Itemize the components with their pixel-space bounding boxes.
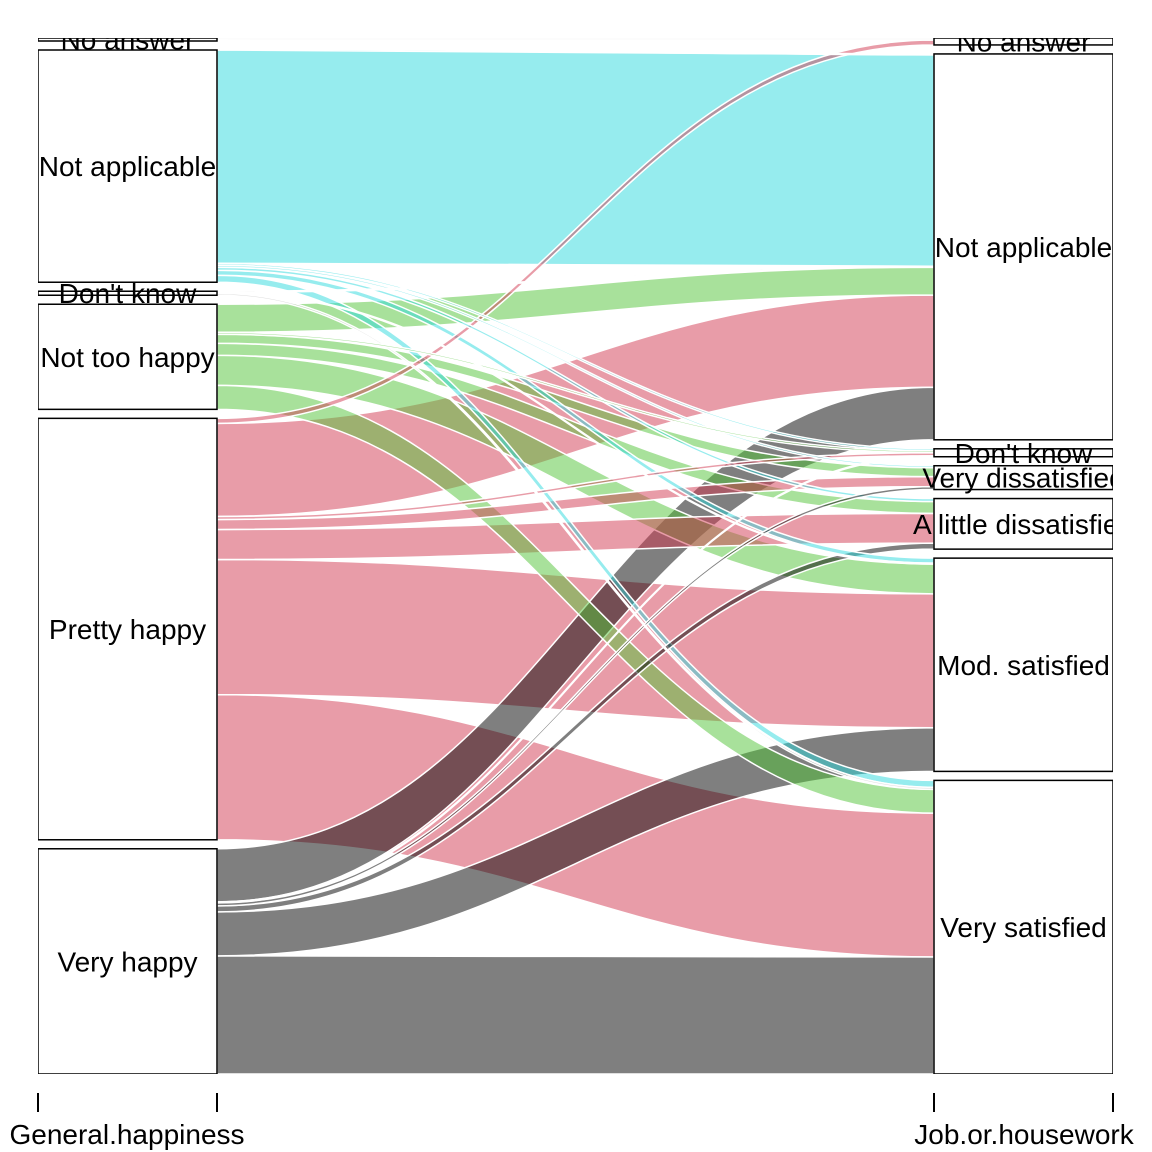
happiness-stratum-don-t-know bbox=[38, 290, 218, 296]
job-stratum-a-little-dissatisfied bbox=[933, 497, 1113, 550]
job-stratum-not-applicable bbox=[933, 53, 1113, 441]
happiness-stratum-not-applicable bbox=[38, 49, 218, 283]
job-stratum-mod-satisfied bbox=[933, 557, 1113, 773]
axis-label-general-happiness: General.happiness bbox=[9, 1119, 244, 1150]
happiness-stratum-label: Pretty happy bbox=[49, 614, 206, 645]
axis-label-job-or-housework: Job.or.housework bbox=[914, 1119, 1134, 1150]
happiness-stratum-label: Not too happy bbox=[40, 342, 214, 373]
happiness-stratum-label: Not applicable bbox=[39, 151, 216, 182]
happiness-stratum-no-answer bbox=[38, 38, 218, 42]
job-stratum-label: Not applicable bbox=[935, 232, 1112, 263]
happiness-stratum-very-happy bbox=[38, 848, 218, 1074]
happiness-stratum-label: Don't know bbox=[59, 278, 197, 309]
job-stratum-label: A little dissatisfied bbox=[913, 509, 1134, 540]
job-stratum-no-answer bbox=[933, 38, 1113, 46]
job-stratum-label: Very dissatisfied bbox=[922, 463, 1124, 494]
job-stratum-label: Don't know bbox=[955, 438, 1093, 469]
job-stratum-label: Mod. satisfied bbox=[937, 650, 1110, 681]
flow-no-answer-to-no-answer bbox=[216, 38, 935, 41]
happiness-stratum-label: No answer bbox=[61, 25, 195, 56]
x-axis: General.happiness Job.or.housework bbox=[9, 1093, 1135, 1150]
job-stratum-very-dissatisfied bbox=[933, 464, 1113, 491]
job-stratum-very-satisfied bbox=[933, 779, 1113, 1074]
strata-layer: No answer Not applicable Don't know Not too… bbox=[38, 25, 1134, 1074]
flows-layer bbox=[216, 38, 935, 1074]
happiness-stratum-not-too-happy bbox=[38, 303, 218, 411]
happiness-stratum-pretty-happy bbox=[38, 417, 218, 841]
job-stratum-label: Very satisfied bbox=[940, 912, 1107, 943]
flow-very-happy-to-very-satisfied bbox=[216, 955, 935, 1074]
happiness-stratum-label: Very happy bbox=[57, 946, 197, 977]
job-stratum-label: No answer bbox=[957, 26, 1091, 57]
job-stratum-don-t-know bbox=[933, 448, 1113, 458]
